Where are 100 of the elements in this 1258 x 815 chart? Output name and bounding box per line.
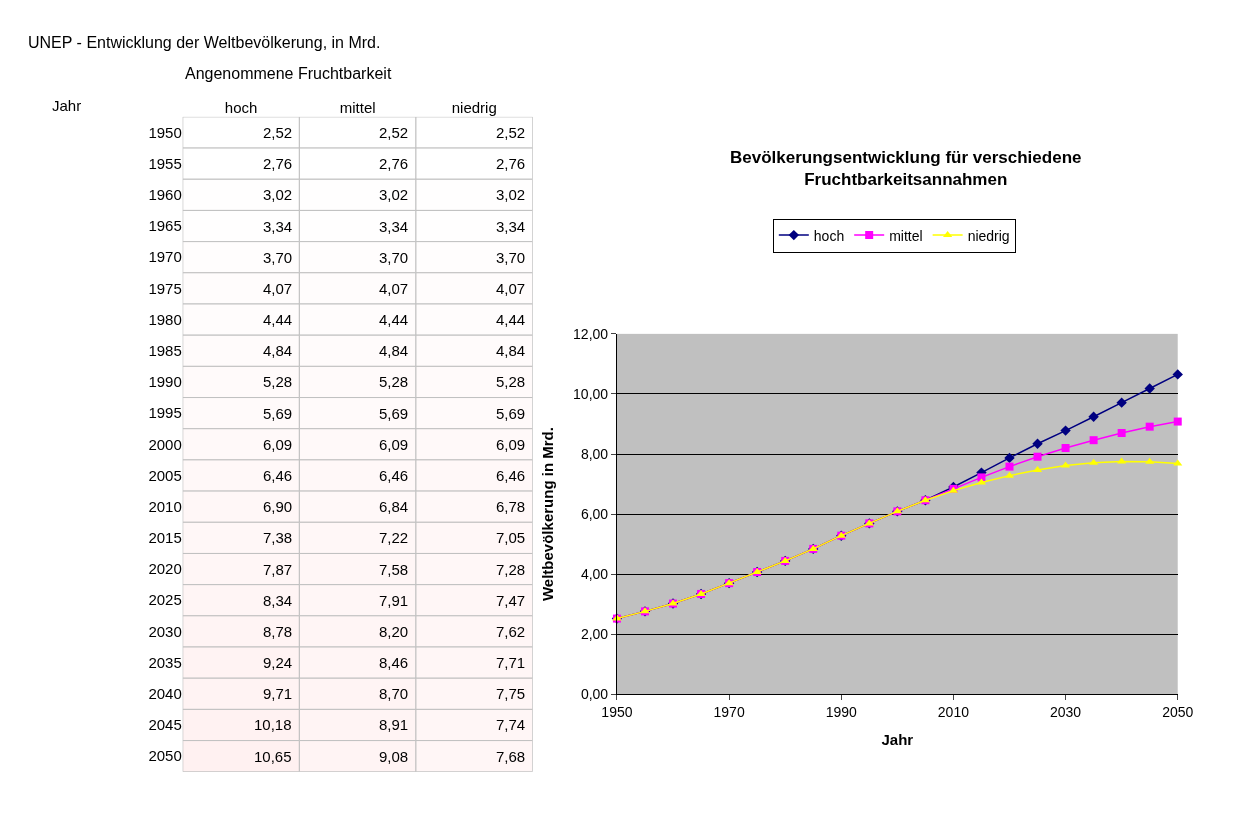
x-axis-title: Jahr [881,731,914,749]
data-label: 4,07 [379,280,409,297]
data-label: 2,52 [263,124,293,141]
y-axis-title: Jahr [52,97,82,114]
x-tick-label: mittel [339,98,376,116]
data-label: 6,09 [496,436,526,453]
data-label: 4,44 [263,311,293,328]
data-label: 8,34 [263,592,293,609]
data-label: 3,02 [263,186,293,203]
y-tick-label: 4,00 [580,566,609,583]
data-label: 4,07 [263,280,293,297]
data-label: 3,70 [379,249,409,266]
data-label: 7,28 [496,561,526,578]
chart-title: UNEP - Entwicklung der Weltbevölkerung, in Mrd. [28,34,381,51]
x-tick-label: 2030 [1049,704,1082,721]
data-label: 3,02 [496,186,526,203]
y-tick-label: 6,00 [580,505,609,522]
y-tick-label: 2005 [148,466,182,484]
data-label: 3,34 [496,218,526,235]
y-tick-label: 1990 [148,373,182,391]
data-label: 7,71 [496,654,526,671]
y-tick-label: 2040 [148,685,182,703]
data-label: 7,74 [496,716,526,733]
data-label: 2,76 [496,155,526,172]
data-label: 5,69 [379,405,409,422]
chart-title: Bevölkerungsentwicklung für verschiedene Fruchtbarkeitsannahmen [730,148,1082,190]
data-label: 3,70 [263,249,293,266]
data-label: 7,58 [379,561,409,578]
data-label: 5,28 [379,373,409,390]
x-tick-label: hoch [224,98,258,116]
data-label: 7,47 [496,592,526,609]
x-tick-label: 1970 [713,704,745,721]
data-label: 8,70 [379,685,409,702]
data-label: 3,34 [379,218,409,235]
data-label: 7,22 [379,529,409,546]
y-tick-label: 2045 [148,716,182,734]
y-tick-label: 12,00 [573,325,609,342]
data-label: 6,90 [263,498,293,515]
data-label: 4,84 [379,342,409,359]
y-tick-label: 1995 [148,404,182,422]
data-label: 8,91 [379,716,409,733]
data-label: 5,69 [496,405,526,422]
data-label: 5,28 [496,373,526,390]
data-label: 7,68 [496,748,526,765]
data-label: 8,78 [263,623,293,640]
data-label: 2,76 [379,155,409,172]
y-tick-label: 1975 [148,279,182,297]
data-label: 9,71 [263,685,293,702]
y-tick-label: 1970 [148,248,182,266]
y-tick-label: 1980 [148,310,182,328]
data-label: 2,52 [379,124,409,141]
x-tick-label: 2050 [1162,704,1194,721]
data-label: 6,46 [263,467,293,484]
data-label: 6,84 [379,498,409,515]
data-label: 9,24 [263,654,293,671]
y-tick-label: 2030 [148,622,182,640]
data-label: 7,05 [496,529,526,546]
data-label: 4,44 [496,311,526,328]
y-axis-title: Weltbevölkerung in Mrd. [539,427,557,602]
y-tick-label: 2020 [148,560,182,578]
data-label: 4,84 [496,342,526,359]
data-label: 4,84 [263,342,293,359]
data-label: 7,38 [263,529,293,546]
data-label: 4,07 [496,280,526,297]
data-label: 2,52 [496,124,526,141]
x-tick-label: 1950 [601,704,633,721]
data-label: 7,87 [263,561,293,578]
legend-label: mittel [889,227,923,244]
y-tick-label: 2,00 [580,626,609,643]
data-label: 6,09 [379,436,409,453]
data-label: 4,44 [379,311,409,328]
data-label: 9,08 [379,748,409,765]
y-tick-label: 1965 [148,217,182,235]
data-label: 6,09 [263,436,293,453]
data-label: 3,02 [379,186,409,203]
y-tick-label: 2035 [148,653,182,671]
y-tick-label: 2000 [148,435,182,453]
data-label: 6,46 [496,467,526,484]
y-tick-label: 1960 [148,186,182,204]
data-label: 3,70 [496,249,526,266]
data-label: 8,46 [379,654,409,671]
data-label: 7,75 [496,685,526,702]
y-tick-label: 2015 [148,529,182,547]
data-label: 7,91 [379,592,409,609]
legend-label: hoch [813,227,845,244]
y-tick-label: 2010 [148,497,182,515]
data-label: 2,76 [263,155,293,172]
data-label: 6,78 [496,498,526,515]
y-tick-label: 8,00 [580,445,609,462]
x-tick-label: niedrig [451,98,497,116]
data-label: 8,20 [379,623,409,640]
y-tick-label: 10,00 [573,385,609,402]
y-tick-label: 0,00 [580,686,609,703]
y-tick-label: 1955 [148,154,182,172]
data-label: 5,28 [263,373,293,390]
y-tick-label: 2025 [148,591,182,609]
y-tick-label: 1950 [148,123,182,141]
y-tick-label: 2050 [148,747,182,765]
data-label: 6,46 [379,467,409,484]
x-tick-label: 2010 [937,704,970,721]
